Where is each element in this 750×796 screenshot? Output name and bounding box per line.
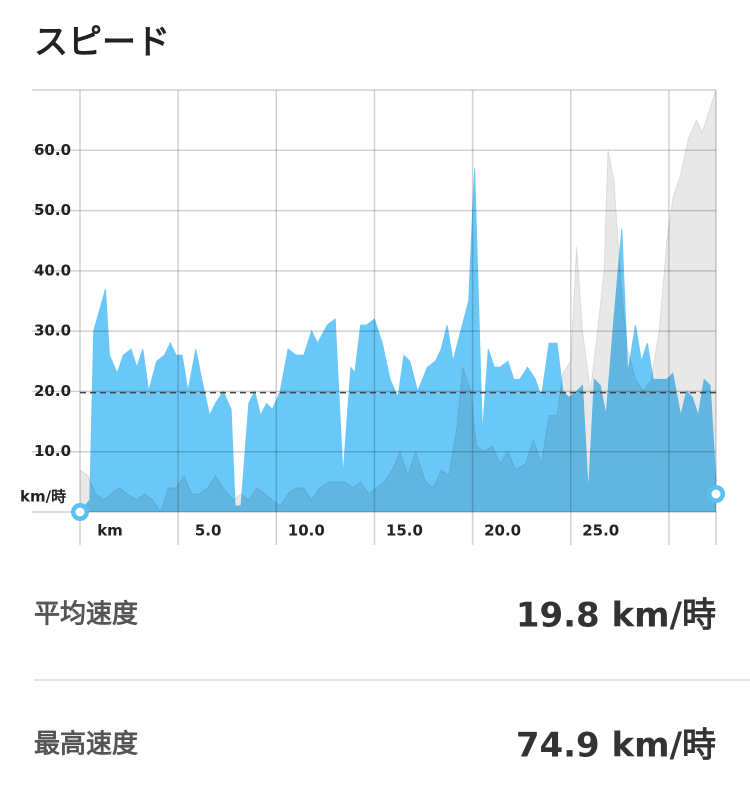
stat-value: 19.8 km/時 <box>516 596 716 636</box>
y-tick-label: 10.0 <box>34 442 71 460</box>
range-handle-inner <box>711 489 721 499</box>
area-line <box>79 89 717 514</box>
x-tick-label: 25.0 <box>582 522 619 540</box>
y-tick-label: 30.0 <box>34 322 71 340</box>
area-fill <box>80 168 716 512</box>
y-tick-label: 60.0 <box>34 141 71 159</box>
y-tick-label: 50.0 <box>34 201 71 219</box>
area-line <box>79 168 717 513</box>
range-handle-inner <box>75 507 85 517</box>
stat-label: 最高速度 <box>34 729 138 760</box>
x-tick-label: 10.0 <box>288 522 325 540</box>
speed-chart: 10.0 20.0 30.0 40.0 50.0 60.0 km 5.0 10.0 15.0 20.… <box>20 89 725 545</box>
area-fill <box>80 90 716 512</box>
x-tick-label: km <box>97 522 123 540</box>
x-tick-label: 15.0 <box>386 522 423 540</box>
stat-label: 平均速度 <box>34 599 138 630</box>
x-tick-label: 5.0 <box>195 522 222 540</box>
y-tick-label: 40.0 <box>34 261 71 279</box>
stat-value: 74.9 km/時 <box>516 726 716 766</box>
title: スピード <box>34 23 170 63</box>
y-unit: km/時 <box>20 488 66 506</box>
y-tick-label: 20.0 <box>34 382 71 400</box>
x-tick-label: 20.0 <box>484 522 521 540</box>
